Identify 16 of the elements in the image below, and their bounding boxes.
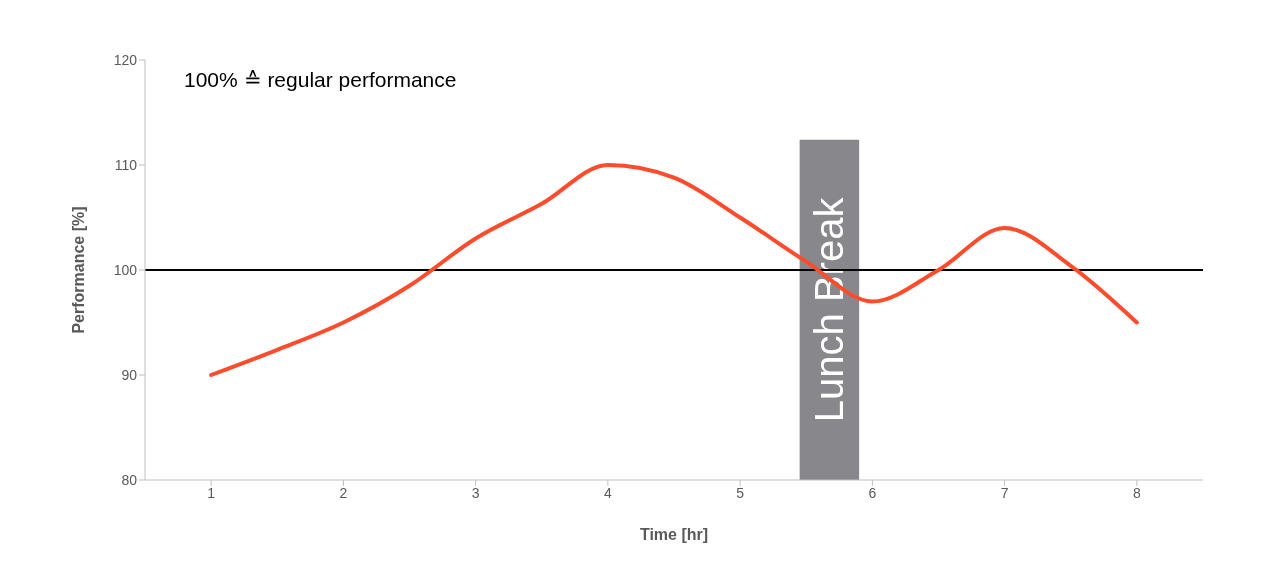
- x-tick-label: 6: [868, 484, 877, 501]
- y-tick-label: 100: [113, 261, 138, 278]
- x-tick-label: 1: [207, 484, 216, 501]
- y-axis-title: Performance [%]: [69, 206, 87, 334]
- y-tick-label: 120: [113, 51, 138, 68]
- x-tick-label: 8: [1132, 484, 1141, 501]
- x-tick-label: 3: [471, 484, 480, 501]
- x-tick-label: 5: [736, 484, 745, 501]
- x-tick-label: 7: [1000, 484, 1009, 501]
- x-tick-label: 2: [339, 484, 348, 501]
- x-tick-label: 4: [603, 484, 612, 501]
- y-tick-label: 90: [121, 366, 138, 383]
- annotation: 100% ≙ regular performance: [184, 68, 457, 92]
- x-axis-title: Time [hr]: [639, 526, 709, 543]
- y-tick-label: 110: [114, 156, 138, 173]
- y-tick-label: 80: [121, 471, 138, 488]
